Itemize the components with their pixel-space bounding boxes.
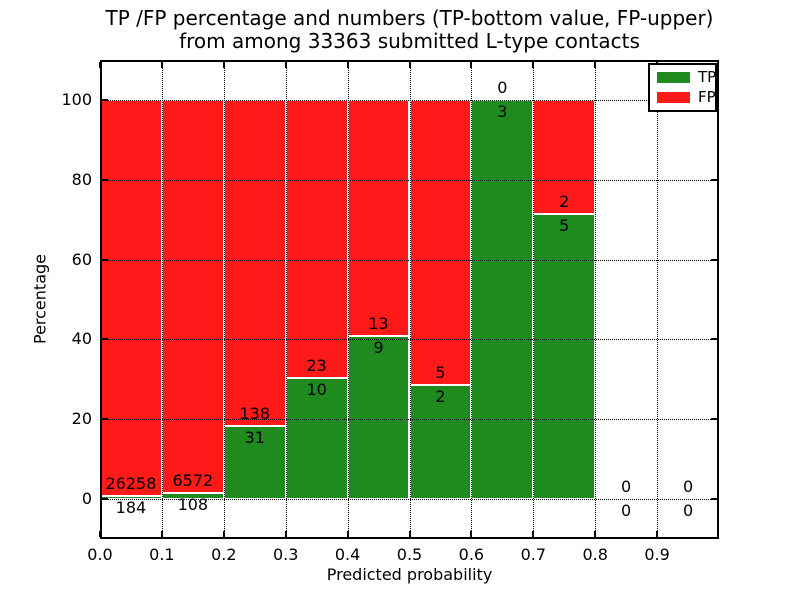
gridline-vertical [285,60,287,539]
bar-segment-tp [533,213,596,500]
annotation-fp-count: 26258 [105,474,157,494]
annotation-fp-count: 2 [559,191,570,211]
annotation-tp-count: 31 [244,427,265,447]
x-tick-mark-top [346,62,349,68]
y-tick-label: 100 [61,89,92,109]
gridline-vertical [161,60,163,539]
annotation-tp-count: 9 [373,337,384,357]
plot-area [100,60,719,539]
gridline-vertical [533,60,535,539]
bar-segment-fp [161,99,224,493]
bar-segment-tp [223,425,286,500]
gridline-vertical [471,60,473,539]
y-tick-label: 40 [71,329,92,349]
bar-segment-fp [285,99,348,379]
y-tick-mark-right [711,258,717,261]
x-tick-label: 0.3 [272,545,299,564]
x-tick-mark [99,531,101,537]
tp-color-swatch [657,72,690,83]
x-tick-mark-top [99,62,101,68]
gridline-vertical [223,60,225,539]
y-tick-label: 80 [71,169,92,189]
bar-segment-tp [471,99,534,500]
y-tick-mark-right [711,418,717,421]
legend-entry-fp: FP [657,88,716,106]
y-tick-mark-right [711,338,717,341]
x-tick-label: 0.8 [582,545,608,564]
x-tick-mark-top [594,62,597,68]
annotation-fp-count: 13 [368,313,389,333]
x-tick-label: 0.9 [644,545,670,564]
x-tick-mark [656,531,659,537]
y-tick-mark [102,258,108,261]
gridline-vertical [657,60,659,539]
annotation-tp-count: 108 [177,494,209,514]
y-axis-label: Percentage [30,253,50,345]
x-axis-label: Predicted probability [326,565,493,584]
x-tick-label: 0.5 [396,545,423,564]
chart-title-line1: TP /FP percentage and numbers (TP-bottom… [105,6,714,30]
y-tick-mark-right [711,178,717,181]
x-tick-label: 0.0 [87,545,113,564]
gridline-vertical [347,60,349,539]
x-tick-mark-top [284,62,287,68]
gridline-vertical [595,60,597,539]
y-tick-mark [102,498,108,501]
y-tick-mark-right [711,498,717,501]
fp-color-swatch [657,92,690,103]
x-tick-mark-top [470,62,473,68]
y-tick-mark [102,418,108,421]
x-tick-label: 0.2 [211,545,237,564]
x-tick-label: 0.7 [520,545,547,564]
y-tick-mark [102,178,108,181]
annotation-fp-count: 0 [682,477,694,497]
gridline-vertical [409,60,411,539]
bar-segment-tp [409,385,472,500]
x-tick-label: 0.1 [149,545,175,564]
x-tick-mark [222,531,225,537]
annotation-tp-count: 0 [682,501,694,521]
chart-title: TP /FP percentage and numbers (TP-bottom… [100,7,719,53]
annotation-tp-count: 184 [115,498,147,518]
bar-segment-fp [100,99,162,497]
x-tick-mark-top [408,62,411,68]
legend-entry-tp: TP [657,68,717,86]
annotation-tp-count: 3 [497,101,508,121]
chart-title-line2: from among 33363 submitted L-type contac… [179,29,640,53]
x-tick-label: 0.6 [458,545,485,564]
annotation-fp-count: 5 [435,363,446,383]
y-tick-label: 60 [71,249,92,269]
annotation-tp-count: 0 [621,501,632,521]
y-tick-label: 20 [71,409,92,429]
annotation-tp-count: 2 [435,387,446,407]
x-tick-label: 0.4 [334,545,361,564]
x-tick-mark [346,531,349,537]
x-tick-mark-top [222,62,225,68]
annotation-tp-count: 10 [306,380,327,400]
y-tick-mark [102,338,108,341]
x-tick-mark-top [160,62,163,68]
x-tick-mark [594,531,597,537]
annotation-fp-count: 6572 [172,470,214,490]
x-tick-mark [532,531,535,537]
annotation-fp-count: 23 [306,356,327,376]
annotation-tp-count: 5 [559,215,570,235]
legend: TP FP [648,63,717,112]
x-tick-mark [408,531,411,537]
x-tick-mark [284,531,287,537]
annotation-fp-count: 0 [621,477,632,497]
annotation-fp-count: 0 [497,77,508,97]
x-tick-mark-top [532,62,535,68]
bar-segment-fp [223,99,286,426]
legend-label-tp: TP [698,68,717,86]
x-tick-mark [160,531,163,537]
annotation-fp-count: 138 [239,403,271,423]
legend-label-fp: FP [698,88,716,106]
x-tick-mark [470,531,473,537]
y-tick-mark [102,98,108,101]
y-tick-label: 0 [81,489,92,509]
